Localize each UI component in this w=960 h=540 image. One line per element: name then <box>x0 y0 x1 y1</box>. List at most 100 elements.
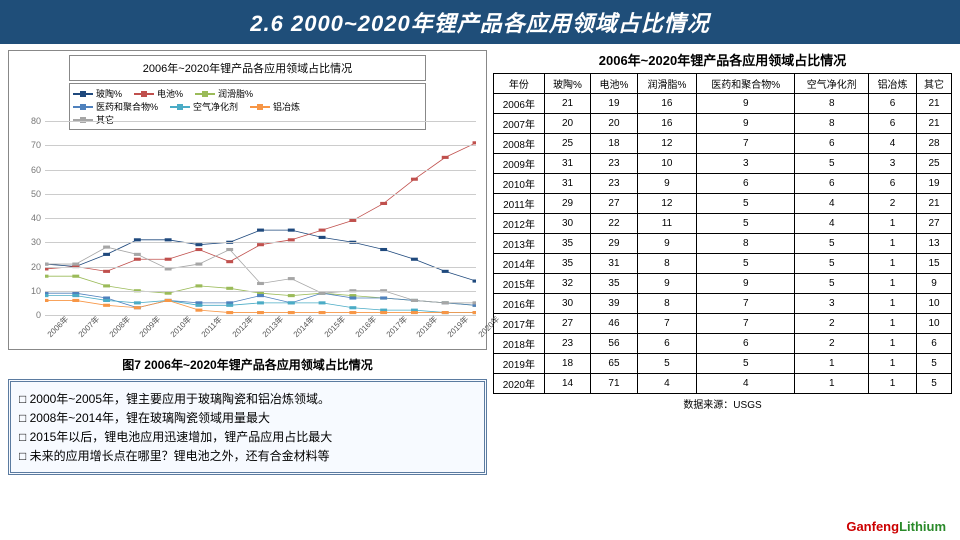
table-row: 2020年147144115 <box>493 374 951 394</box>
page-title: 2.6 2000~2020年锂产品各应用领域占比情况 <box>250 11 709 36</box>
table-cell: 9 <box>697 114 795 134</box>
table-cell: 6 <box>637 334 696 354</box>
table-cell: 9 <box>917 274 952 294</box>
brand-lithium: Lithium <box>899 519 946 534</box>
table-cell: 1 <box>869 294 917 314</box>
table-cell: 8 <box>637 254 696 274</box>
table-cell: 6 <box>869 114 917 134</box>
table-cell: 2008年 <box>493 134 544 154</box>
table-cell: 6 <box>795 174 869 194</box>
table-header: 玻陶% <box>544 74 590 94</box>
table-cell: 18 <box>544 354 590 374</box>
table-cell: 6 <box>917 334 952 354</box>
table-cell: 9 <box>697 274 795 294</box>
table-cell: 1 <box>869 274 917 294</box>
table-cell: 56 <box>591 334 637 354</box>
table-cell: 31 <box>544 174 590 194</box>
table-cell: 7 <box>697 314 795 334</box>
table-cell: 11 <box>637 214 696 234</box>
table-cell: 20 <box>591 114 637 134</box>
table-cell: 12 <box>637 134 696 154</box>
table-cell: 8 <box>795 94 869 114</box>
table-cell: 65 <box>591 354 637 374</box>
table-cell: 2014年 <box>493 254 544 274</box>
notes-box: 2000年~2005年，锂主要应用于玻璃陶瓷和铝冶炼领域。2008年~2014年… <box>8 379 487 475</box>
table-row: 2017年2746772110 <box>493 314 951 334</box>
table-cell: 29 <box>544 194 590 214</box>
table-cell: 5 <box>917 354 952 374</box>
table-cell: 29 <box>591 234 637 254</box>
table-title: 2006年~2020年锂产品各应用领域占比情况 <box>493 50 952 69</box>
table-cell: 7 <box>697 294 795 314</box>
table-cell: 27 <box>544 314 590 334</box>
table-header: 铝冶炼 <box>869 74 917 94</box>
table-row: 2012年30221154127 <box>493 214 951 234</box>
content: 2006年~2020年锂产品各应用领域占比情况 玻陶%电池%润滑脂%医药和聚合物… <box>0 44 960 475</box>
right-column: 2006年~2020年锂产品各应用领域占比情况 年份玻陶%电池%润滑脂%医药和聚… <box>493 50 952 475</box>
table-cell: 5 <box>917 374 952 394</box>
page-header: 2.6 2000~2020年锂产品各应用领域占比情况 <box>0 0 960 44</box>
table-row: 2007年20201698621 <box>493 114 951 134</box>
table-cell: 2010年 <box>493 174 544 194</box>
table-cell: 23 <box>591 154 637 174</box>
table-cell: 5 <box>697 254 795 274</box>
figure-caption: 图7 2006年~2020年锂产品各应用领域占比情况 <box>8 356 487 373</box>
table-row: 2018年235666216 <box>493 334 951 354</box>
table-cell: 2017年 <box>493 314 544 334</box>
table-cell: 2 <box>795 314 869 334</box>
table-cell: 46 <box>591 314 637 334</box>
legend-item: 医药和聚合物% <box>73 100 158 113</box>
table-cell: 27 <box>591 194 637 214</box>
table-cell: 6 <box>697 334 795 354</box>
table-cell: 30 <box>544 294 590 314</box>
table-cell: 1 <box>869 374 917 394</box>
note-item: 2000年~2005年，锂主要应用于玻璃陶瓷和铝冶炼领域。 <box>19 390 476 407</box>
table-cell: 5 <box>795 274 869 294</box>
table-cell: 21 <box>544 94 590 114</box>
brand-logo: GanfengLithium <box>846 519 946 534</box>
table-cell: 32 <box>544 274 590 294</box>
legend-item: 空气净化剂 <box>170 100 238 113</box>
table-cell: 9 <box>637 174 696 194</box>
table-cell: 4 <box>795 214 869 234</box>
table-cell: 21 <box>917 194 952 214</box>
table-cell: 8 <box>697 234 795 254</box>
table-cell: 5 <box>697 194 795 214</box>
table-cell: 16 <box>637 114 696 134</box>
table-cell: 5 <box>697 214 795 234</box>
data-source: 数据来源：USGS <box>493 396 952 411</box>
table-cell: 8 <box>795 114 869 134</box>
table-cell: 10 <box>917 294 952 314</box>
table-cell: 21 <box>917 114 952 134</box>
table-cell: 3 <box>869 154 917 174</box>
table-cell: 30 <box>544 214 590 234</box>
table-cell: 2012年 <box>493 214 544 234</box>
table-row: 2016年3039873110 <box>493 294 951 314</box>
table-cell: 1 <box>869 314 917 334</box>
table-cell: 20 <box>544 114 590 134</box>
table-cell: 6 <box>697 174 795 194</box>
table-cell: 15 <box>917 254 952 274</box>
table-cell: 2016年 <box>493 294 544 314</box>
table-cell: 23 <box>591 174 637 194</box>
table-cell: 10 <box>637 154 696 174</box>
table-cell: 2006年 <box>493 94 544 114</box>
line-chart: 2006年~2020年锂产品各应用领域占比情况 玻陶%电池%润滑脂%医药和聚合物… <box>8 50 487 350</box>
table-cell: 19 <box>591 94 637 114</box>
table-cell: 18 <box>591 134 637 154</box>
table-row: 2014年3531855115 <box>493 254 951 274</box>
table-header: 电池% <box>591 74 637 94</box>
table-cell: 1 <box>795 354 869 374</box>
table-cell: 1 <box>795 374 869 394</box>
table-cell: 31 <box>591 254 637 274</box>
table-cell: 21 <box>917 94 952 114</box>
table-cell: 9 <box>637 234 696 254</box>
table-cell: 1 <box>869 354 917 374</box>
table-cell: 35 <box>544 254 590 274</box>
table-cell: 4 <box>795 194 869 214</box>
table-cell: 31 <box>544 154 590 174</box>
table-cell: 2 <box>795 334 869 354</box>
table-cell: 25 <box>544 134 590 154</box>
table-cell: 12 <box>637 194 696 214</box>
table-cell: 5 <box>697 354 795 374</box>
